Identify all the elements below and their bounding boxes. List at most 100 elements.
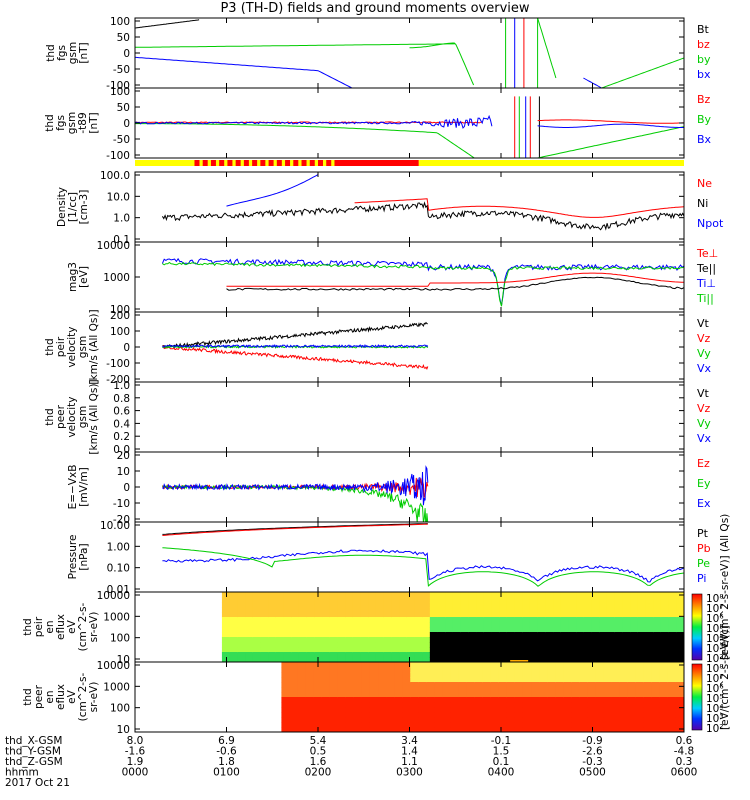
y-tick-label: 100 xyxy=(110,633,130,645)
spec-cell xyxy=(268,597,277,603)
spec-cell xyxy=(268,622,277,628)
spec-cell xyxy=(352,622,362,628)
spec-cell xyxy=(603,717,613,723)
spec-cell xyxy=(498,662,508,668)
spec-cell xyxy=(298,602,308,608)
spec-cell xyxy=(635,722,645,728)
spec-cell xyxy=(245,597,254,603)
spec-cell xyxy=(352,647,362,653)
spec-cell xyxy=(576,612,585,618)
y-axis-label: eflux xyxy=(55,614,67,640)
spec-cell xyxy=(345,647,354,653)
spec-cell xyxy=(579,712,588,718)
spec-cell xyxy=(587,667,596,673)
spec-cell xyxy=(298,647,308,653)
y-axis-label: peer xyxy=(33,684,45,709)
spec-cell xyxy=(291,652,300,658)
spec-cell xyxy=(595,722,604,728)
spec-cell xyxy=(321,667,331,673)
spec-cell xyxy=(529,642,539,648)
mode-bar-segment xyxy=(194,160,200,166)
spec-cell xyxy=(643,677,653,683)
spec-cell xyxy=(268,612,277,618)
spec-cell xyxy=(637,647,646,653)
spec-cell xyxy=(514,667,524,673)
spec-cell xyxy=(458,712,468,718)
x-row-value: 1.4 xyxy=(401,746,418,758)
spec-cell xyxy=(445,602,454,608)
spec-cell xyxy=(611,722,621,728)
spec-cell xyxy=(352,597,362,603)
spec-cell xyxy=(337,717,347,723)
y-axis-label: gsm xyxy=(67,42,79,64)
spec-cell xyxy=(603,712,613,718)
spec-cell xyxy=(402,662,411,668)
spec-cell xyxy=(483,652,492,658)
spec-cell xyxy=(437,642,446,648)
spec-cell xyxy=(437,592,446,598)
spec-cell xyxy=(611,672,621,678)
spec-cell xyxy=(386,702,395,708)
spec-cell xyxy=(353,672,363,678)
spec-cell xyxy=(599,602,608,608)
spec-cell xyxy=(660,607,670,613)
spec-cell xyxy=(283,617,292,623)
spec-cell xyxy=(450,702,460,708)
spec-cell xyxy=(619,727,629,732)
spec-cell xyxy=(651,662,661,668)
spec-cell xyxy=(667,677,677,683)
spec-cell xyxy=(560,637,569,643)
spec-cell xyxy=(337,667,347,673)
spec-cell xyxy=(482,667,492,673)
y-tick-label: 0 xyxy=(123,48,130,60)
series-vz xyxy=(162,345,429,370)
spec-cell xyxy=(268,657,277,662)
spec-cell xyxy=(547,697,556,703)
spec-cell xyxy=(329,647,338,653)
spec-cell xyxy=(297,712,307,718)
spec-cell xyxy=(591,602,600,608)
legend-Ez: Ez xyxy=(697,457,710,470)
spec-cell xyxy=(635,712,645,718)
spec-cell xyxy=(291,592,300,598)
spec-cell xyxy=(514,592,523,598)
spec-cell xyxy=(368,627,377,633)
spec-cell xyxy=(622,657,631,662)
spec-cell xyxy=(313,677,323,683)
spec-cell xyxy=(622,612,631,618)
spec-cell xyxy=(450,692,460,698)
spec-cell xyxy=(297,672,307,678)
spec-cell xyxy=(491,612,500,618)
spec-cell xyxy=(653,607,662,613)
spec-cell xyxy=(360,597,369,603)
spec-cell xyxy=(466,717,476,723)
spec-cell xyxy=(434,722,443,728)
spec-cell xyxy=(353,662,363,668)
spec-cell xyxy=(406,642,415,648)
y-axis-label: -t89 xyxy=(77,112,89,133)
spec-cell xyxy=(560,642,569,648)
colorbar-tick: 10⁸ xyxy=(706,593,724,605)
spec-cell xyxy=(506,727,516,732)
mode-bar-segment xyxy=(210,160,216,166)
spec-cell xyxy=(603,667,613,673)
spec-cell xyxy=(452,637,462,643)
spec-cell xyxy=(252,632,261,638)
spec-cell xyxy=(587,682,596,688)
spec-cell xyxy=(474,722,484,728)
spec-cell xyxy=(630,612,639,618)
spec-cell xyxy=(576,657,585,662)
spec-cell xyxy=(568,657,577,662)
spec-cell xyxy=(306,637,315,643)
spec-cell xyxy=(645,652,654,658)
y-axis-label: gsm xyxy=(77,336,89,358)
spec-cell xyxy=(260,622,269,628)
spec-cell xyxy=(437,627,446,633)
spec-cell xyxy=(591,592,600,598)
mode-bar-segment xyxy=(326,160,332,166)
spec-cell xyxy=(614,592,623,598)
spec-cell xyxy=(531,682,540,688)
legend-Pb: Pb xyxy=(697,542,711,555)
spec-cell xyxy=(529,632,539,638)
